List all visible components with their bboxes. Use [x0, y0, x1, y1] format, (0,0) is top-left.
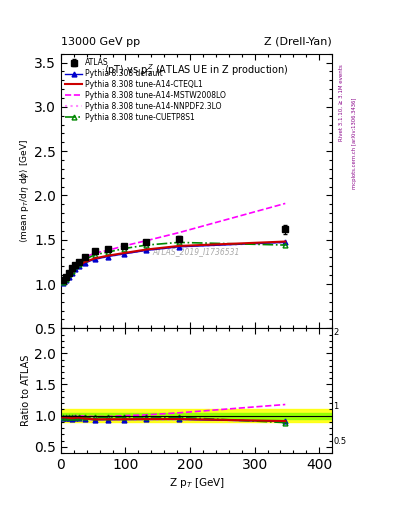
Pythia 8.308 tune-A14-MSTW2008LO	[73, 262, 78, 268]
Pythia 8.308 tune-A14-MSTW2008LO	[105, 247, 110, 253]
Pythia 8.308 tune-A14-NNPDF2.3LO	[70, 270, 75, 276]
Pythia 8.308 tune-A14-NNPDF2.3LO	[283, 239, 288, 245]
Y-axis label: Ratio to ATLAS: Ratio to ATLAS	[21, 355, 31, 426]
Pythia 8.308 tune-CUETP8S1	[121, 246, 126, 252]
Text: 13000 GeV pp: 13000 GeV pp	[61, 37, 140, 47]
Line: Pythia 8.308 default: Pythia 8.308 default	[60, 240, 288, 286]
Pythia 8.308 default	[76, 263, 81, 269]
Pythia 8.308 tune-A14-CTEQL1	[67, 273, 72, 279]
Pythia 8.308 tune-CUETP8S1	[92, 252, 97, 258]
Pythia 8.308 tune-A14-CTEQL1	[76, 262, 81, 268]
Pythia 8.308 tune-CUETP8S1	[176, 239, 181, 245]
Pythia 8.308 default	[283, 239, 288, 245]
Pythia 8.308 default	[83, 260, 88, 266]
Pythia 8.308 tune-CUETP8S1	[283, 242, 288, 248]
Pythia 8.308 tune-A14-MSTW2008LO	[60, 279, 65, 285]
Text: Z (Drell-Yan): Z (Drell-Yan)	[264, 37, 332, 47]
Pythia 8.308 tune-A14-NNPDF2.3LO	[83, 260, 88, 266]
Pythia 8.308 tune-CUETP8S1	[105, 249, 110, 255]
Pythia 8.308 tune-A14-NNPDF2.3LO	[92, 256, 97, 262]
Pythia 8.308 tune-A14-MSTW2008LO	[144, 238, 149, 244]
Pythia 8.308 tune-A14-CTEQL1	[92, 255, 97, 262]
Pythia 8.308 tune-A14-NNPDF2.3LO	[63, 278, 68, 284]
Pythia 8.308 tune-A14-MSTW2008LO	[121, 243, 126, 249]
Pythia 8.308 tune-A14-CTEQL1	[105, 252, 110, 259]
Pythia 8.308 tune-A14-CTEQL1	[73, 265, 78, 271]
Pythia 8.308 default	[73, 266, 78, 272]
Pythia 8.308 tune-CUETP8S1	[83, 256, 88, 262]
Bar	[61, 410, 332, 422]
Line: Pythia 8.308 tune-A14-CTEQL1: Pythia 8.308 tune-A14-CTEQL1	[62, 242, 285, 282]
Pythia 8.308 tune-A14-MSTW2008LO	[67, 270, 72, 276]
Pythia 8.308 tune-A14-CTEQL1	[63, 276, 68, 283]
Pythia 8.308 tune-A14-NNPDF2.3LO	[121, 251, 126, 257]
Pythia 8.308 default	[63, 278, 68, 284]
Pythia 8.308 tune-A14-MSTW2008LO	[92, 250, 97, 256]
Pythia 8.308 tune-A14-MSTW2008LO	[76, 259, 81, 265]
Text: ATLAS_2019_I1736531: ATLAS_2019_I1736531	[153, 247, 240, 256]
Pythia 8.308 tune-A14-MSTW2008LO	[176, 229, 181, 236]
Pythia 8.308 tune-A14-NNPDF2.3LO	[73, 266, 78, 272]
Pythia 8.308 tune-A14-CTEQL1	[83, 259, 88, 265]
Pythia 8.308 tune-A14-MSTW2008LO	[283, 200, 288, 206]
Pythia 8.308 tune-A14-NNPDF2.3LO	[76, 263, 81, 269]
Pythia 8.308 tune-A14-MSTW2008LO	[83, 254, 88, 261]
Pythia 8.308 default	[60, 280, 65, 286]
Pythia 8.308 tune-CUETP8S1	[76, 261, 81, 267]
Pythia 8.308 tune-A14-MSTW2008LO	[63, 275, 68, 281]
Pythia 8.308 tune-CUETP8S1	[67, 271, 72, 278]
Y-axis label: $\langle$mean p$_T$/d$\eta$ d$\phi\rangle$ [GeV]: $\langle$mean p$_T$/d$\eta$ d$\phi\rangl…	[18, 139, 31, 243]
Text: mcplots.cern.ch [arXiv:1306.3436]: mcplots.cern.ch [arXiv:1306.3436]	[352, 98, 357, 189]
Pythia 8.308 default	[92, 256, 97, 262]
Pythia 8.308 default	[70, 270, 75, 276]
Pythia 8.308 tune-A14-NNPDF2.3LO	[60, 280, 65, 286]
Pythia 8.308 tune-CUETP8S1	[63, 275, 68, 282]
Line: Pythia 8.308 tune-CUETP8S1: Pythia 8.308 tune-CUETP8S1	[60, 240, 288, 285]
Pythia 8.308 tune-CUETP8S1	[73, 263, 78, 269]
Bar	[61, 413, 332, 419]
Pythia 8.308 tune-A14-CTEQL1	[60, 279, 65, 285]
Text: 1: 1	[333, 402, 339, 411]
Pythia 8.308 tune-A14-NNPDF2.3LO	[144, 247, 149, 253]
Pythia 8.308 tune-A14-CTEQL1	[70, 269, 75, 275]
Pythia 8.308 default	[121, 251, 126, 257]
Line: Pythia 8.308 tune-A14-MSTW2008LO: Pythia 8.308 tune-A14-MSTW2008LO	[62, 203, 285, 282]
Line: Pythia 8.308 tune-A14-NNPDF2.3LO: Pythia 8.308 tune-A14-NNPDF2.3LO	[62, 242, 285, 283]
Pythia 8.308 tune-A14-MSTW2008LO	[70, 266, 75, 272]
Pythia 8.308 tune-A14-NNPDF2.3LO	[105, 253, 110, 260]
Pythia 8.308 tune-A14-NNPDF2.3LO	[67, 274, 72, 280]
Pythia 8.308 default	[144, 247, 149, 253]
Pythia 8.308 default	[105, 253, 110, 260]
Text: Rivet 3.1.10, ≥ 3.1M events: Rivet 3.1.10, ≥ 3.1M events	[339, 64, 344, 141]
Pythia 8.308 tune-A14-CTEQL1	[283, 239, 288, 245]
Pythia 8.308 tune-CUETP8S1	[70, 268, 75, 274]
Pythia 8.308 default	[176, 244, 181, 250]
Pythia 8.308 tune-CUETP8S1	[60, 279, 65, 285]
Pythia 8.308 tune-A14-CTEQL1	[176, 243, 181, 249]
Pythia 8.308 tune-A14-CTEQL1	[121, 250, 126, 256]
Pythia 8.308 default	[67, 274, 72, 280]
Legend: ATLAS, Pythia 8.308 default, Pythia 8.308 tune-A14-CTEQL1, Pythia 8.308 tune-A14: ATLAS, Pythia 8.308 default, Pythia 8.30…	[64, 57, 228, 123]
X-axis label: Z p$_T$ [GeV]: Z p$_T$ [GeV]	[169, 476, 224, 490]
Pythia 8.308 tune-A14-NNPDF2.3LO	[176, 244, 181, 250]
Pythia 8.308 tune-CUETP8S1	[144, 242, 149, 248]
Text: 0.5: 0.5	[333, 437, 347, 445]
Pythia 8.308 tune-A14-CTEQL1	[144, 246, 149, 252]
Text: 2: 2	[333, 328, 339, 337]
Text: $\langle$pT$\rangle$ vs p$_T^Z$ (ATLAS UE in Z production): $\langle$pT$\rangle$ vs p$_T^Z$ (ATLAS U…	[104, 62, 289, 79]
